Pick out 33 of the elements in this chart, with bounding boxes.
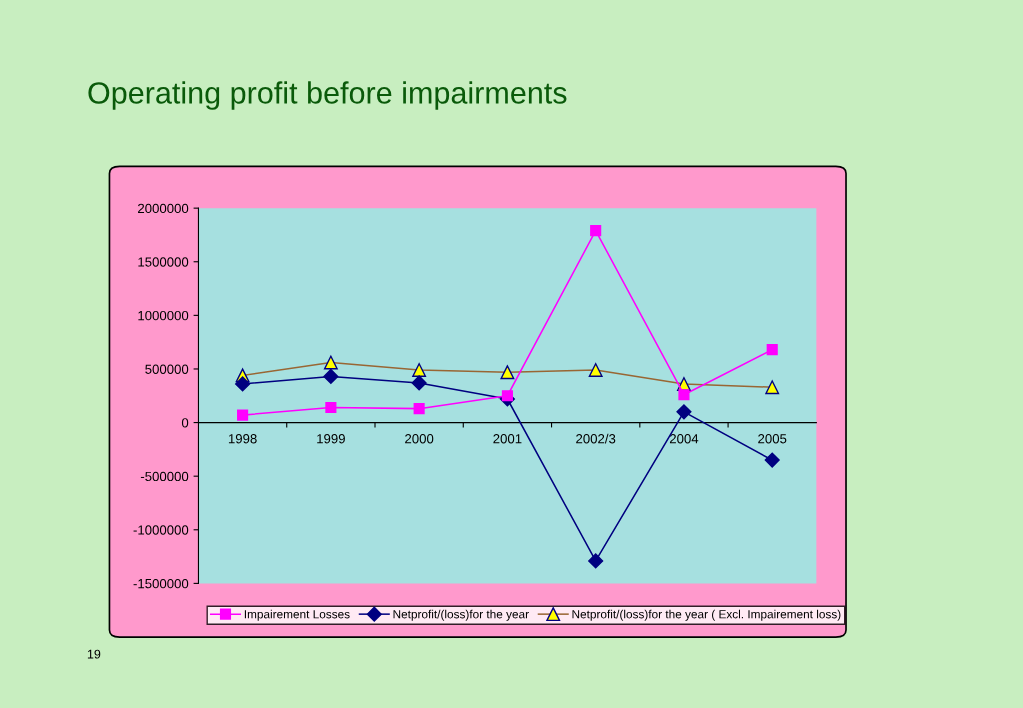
legend-label: Impairement Losses bbox=[244, 609, 350, 621]
text: 19 bbox=[87, 649, 101, 659]
y-tick-label: -1500000 bbox=[133, 578, 189, 589]
point bbox=[323, 368, 339, 385]
legend-label: Netprofit/(loss)for the year bbox=[393, 609, 529, 621]
x-tick-label: 1999 bbox=[317, 434, 345, 444]
y-tick-label: 0 bbox=[181, 418, 189, 428]
x-tick-label: 2002/3 bbox=[576, 433, 616, 444]
point bbox=[766, 344, 778, 356]
point bbox=[501, 390, 513, 402]
y-tick-label: 2000000 bbox=[138, 203, 189, 214]
point bbox=[590, 225, 602, 237]
y-tick-label: 1000000 bbox=[138, 310, 189, 321]
y-tick-label: 500000 bbox=[145, 364, 189, 374]
point bbox=[678, 389, 690, 401]
point bbox=[237, 409, 249, 421]
chart-title: Operating profit before impairments bbox=[88, 81, 567, 110]
x-tick-label: 2001 bbox=[493, 434, 522, 444]
x-tick-label: 2000 bbox=[405, 434, 434, 444]
point bbox=[325, 402, 337, 414]
point bbox=[588, 553, 604, 569]
x-tick-label: 1998 bbox=[228, 434, 257, 444]
y-tick-label: -1000000 bbox=[133, 525, 189, 535]
point bbox=[413, 403, 425, 415]
y-tick-label: 1500000 bbox=[138, 257, 189, 267]
point bbox=[411, 375, 427, 391]
point bbox=[235, 376, 251, 392]
y-tick-label: -500000 bbox=[140, 471, 189, 482]
x-tick-label: 2005 bbox=[758, 434, 787, 444]
point bbox=[764, 452, 780, 468]
legend-label: Netprofit/(loss)for the year ( Excl. Impairement loss) bbox=[572, 609, 841, 621]
point bbox=[676, 404, 692, 420]
x-tick-label: 2004 bbox=[669, 434, 699, 444]
